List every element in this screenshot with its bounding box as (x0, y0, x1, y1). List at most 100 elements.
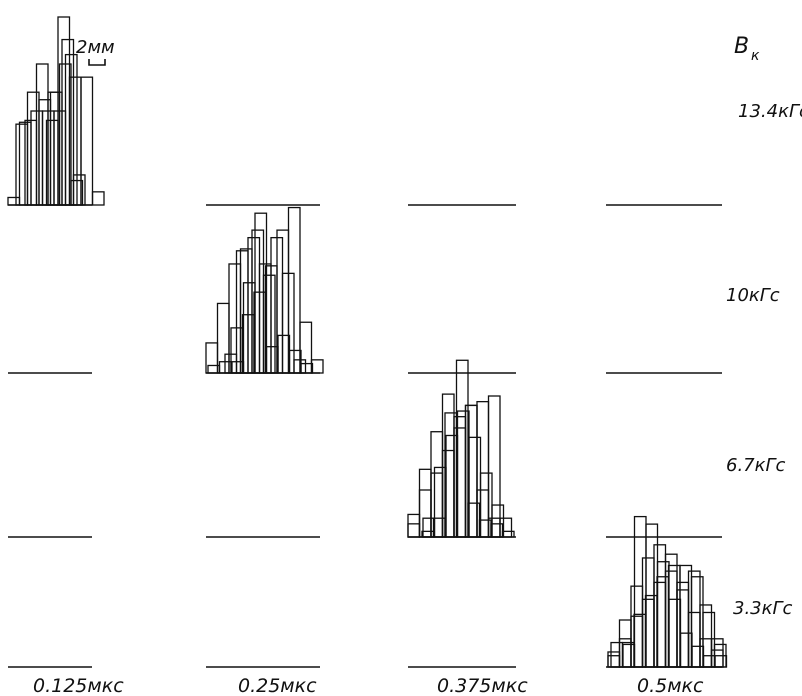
histogram-panel (7, 53, 722, 206)
histogram-panel (407, 395, 722, 538)
histogram-bar (91, 191, 105, 206)
histogram-bar (49, 91, 63, 206)
histogram-bar (38, 99, 52, 206)
histogram-bar (713, 643, 727, 668)
histogram-bar (444, 412, 458, 538)
histogram-bar (710, 638, 724, 668)
row-label: 6.7кГс (726, 455, 786, 476)
histogram-bar (464, 404, 478, 538)
histogram-bar (72, 174, 86, 206)
column-label: 0.125мкс (33, 675, 124, 696)
histogram-bar (7, 196, 21, 206)
histogram-bar (491, 504, 505, 538)
histogram-panel (8, 359, 515, 538)
scale-bar-bracket (88, 59, 106, 66)
field-header-label: B (734, 34, 749, 59)
histogram-bar (453, 427, 467, 538)
histogram-bar (610, 641, 624, 668)
histogram-bar (490, 523, 504, 538)
histogram-bar (633, 613, 647, 668)
histogram-bar (641, 598, 655, 668)
histogram-bar (621, 641, 635, 668)
histogram-bar (630, 615, 644, 668)
histogram-panel (207, 206, 722, 374)
histogram-bar (699, 638, 713, 668)
histogram-bar (478, 519, 492, 538)
histogram-bar (453, 416, 467, 538)
histogram-bar (691, 645, 705, 668)
histogram-bar (456, 410, 470, 538)
histogram-bar (710, 649, 724, 668)
histogram-bar (702, 655, 716, 668)
histogram-panel (205, 229, 516, 374)
histogram-bar (699, 604, 713, 668)
histogram-bar (422, 517, 436, 538)
histogram-bar (430, 431, 444, 538)
histogram-bar (656, 576, 670, 668)
column-label: 0.25мкс (238, 675, 317, 696)
histogram-bar (418, 468, 432, 538)
histogram-bar (418, 489, 432, 538)
histogram-bar (499, 517, 513, 538)
row-label: 13.4кГс (738, 101, 802, 122)
histogram-bar (421, 530, 435, 538)
histogram-bar (618, 619, 632, 668)
histogram-panel (8, 515, 728, 668)
scale-bar-label: 2мм (76, 37, 115, 58)
histogram-bar (468, 436, 482, 538)
histogram-bar (668, 598, 682, 668)
field-header-subscript: к (751, 48, 760, 64)
histogram-bar (667, 564, 681, 668)
histogram-bar (656, 561, 670, 668)
histogram-bar (464, 404, 478, 538)
histogram-bar (288, 349, 302, 374)
histogram-bar (630, 585, 644, 668)
histogram-bar (679, 564, 693, 668)
histogram-bar (664, 570, 678, 668)
histogram-bar (231, 361, 245, 374)
histogram-bar (80, 76, 94, 206)
histogram-bar (644, 594, 658, 668)
histogram-panel (206, 410, 505, 538)
histogram-bar (299, 321, 313, 374)
histogram-bar (479, 472, 493, 538)
histogram-bar (433, 466, 447, 538)
histogram-bar (64, 53, 78, 206)
histogram-bar (702, 611, 716, 668)
histogram-bar (277, 334, 291, 374)
histogram-bar (633, 515, 647, 668)
histogram-bar (476, 400, 490, 538)
histogram-panel (606, 564, 727, 668)
histogram-bar (242, 282, 256, 374)
histogram-bar (607, 655, 621, 668)
row-label: 10кГс (726, 285, 780, 306)
histogram-bar (287, 206, 301, 374)
histogram-bar (300, 362, 314, 374)
histogram-bar (467, 502, 481, 538)
histogram-bar (501, 530, 515, 538)
histogram-bar (265, 346, 279, 374)
row-labels: 13.4кГс 10кГс 6.7кГс 3.3кГс (726, 101, 802, 619)
histogram-bar (687, 570, 701, 668)
histogram-bar (441, 393, 455, 538)
histogram-bar (676, 581, 690, 668)
column-label: 0.5мкс (637, 675, 704, 696)
histogram-panel (8, 212, 314, 374)
histogram-bar (679, 632, 693, 668)
histogram-bar (476, 489, 490, 538)
histogram-bar (676, 589, 690, 668)
scale-bar: 2мм (76, 37, 115, 66)
histogram-bar (641, 557, 655, 668)
field-header: B к (734, 34, 760, 64)
histogram-bar (690, 576, 704, 668)
histogram-bar (622, 643, 636, 668)
histogram-bar (455, 359, 469, 538)
histogram-bar (407, 513, 421, 538)
row-label: 3.3кГс (733, 598, 793, 619)
histogram-bar (310, 359, 324, 374)
histogram-bar (432, 517, 446, 538)
histogram-bar (441, 449, 455, 538)
histogram-bar (26, 91, 40, 206)
histogram-panels (7, 16, 728, 668)
